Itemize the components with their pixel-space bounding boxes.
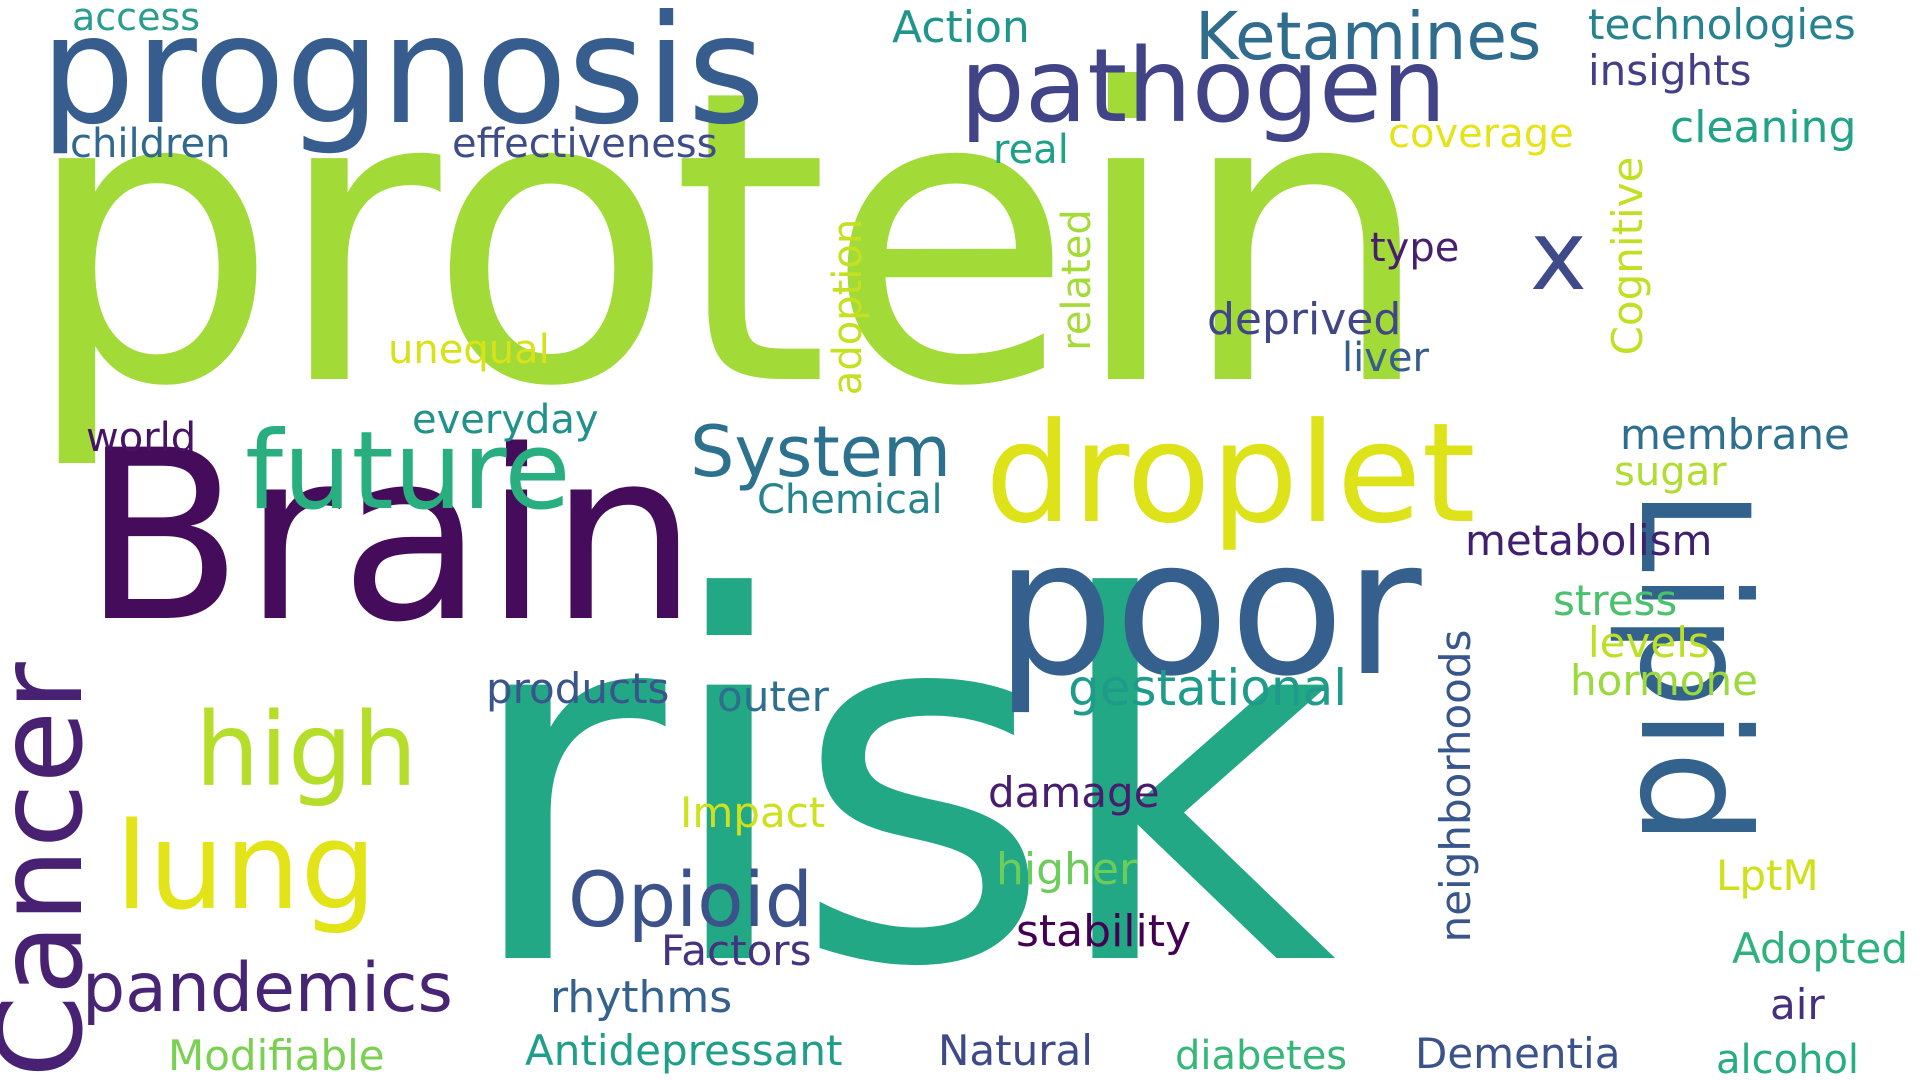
word-lptm: LptM <box>1716 851 1819 900</box>
word-stress: stress <box>1553 576 1678 625</box>
word-children: children <box>70 121 231 167</box>
word-products: products <box>486 664 670 713</box>
word-ketamines: Ketamines <box>1195 0 1542 75</box>
word-poor: poor <box>995 499 1422 718</box>
word-system: System <box>690 411 952 493</box>
word-future: future <box>245 409 571 534</box>
word-action: Action <box>892 2 1030 53</box>
word-access: access <box>72 0 201 39</box>
word-type: type <box>1370 225 1460 271</box>
word-impact: Impact <box>680 788 826 837</box>
word-alcohol: alcohol <box>1716 1037 1860 1080</box>
word-hormone: hormone <box>1570 656 1758 705</box>
word-effectiveness: effectiveness <box>452 121 718 167</box>
word-cleaning: cleaning <box>1670 102 1857 153</box>
word-world: world <box>86 415 197 461</box>
word-deprived: deprived <box>1207 294 1402 345</box>
word-brain: Brain <box>82 401 699 674</box>
word-opioid: Opioid <box>568 855 814 944</box>
word-antidepressant: Antidepressant <box>525 1026 843 1075</box>
word-high: high <box>195 691 418 810</box>
word-related: related <box>1054 209 1100 351</box>
word-stability: stability <box>1016 906 1192 957</box>
word-metabolism: metabolism <box>1465 516 1713 565</box>
word-air: air <box>1770 980 1825 1029</box>
word-protein: protein <box>22 5 1434 475</box>
word-diabetes: diabetes <box>1175 1033 1348 1079</box>
word-everyday: everyday <box>412 397 599 443</box>
word-factors: Factors <box>661 926 812 975</box>
word-chemical: Chemical <box>757 477 943 523</box>
word-outer: outer <box>717 672 829 721</box>
word-pandemics: pandemics <box>82 949 453 1028</box>
word-natural: Natural <box>938 1026 1093 1075</box>
word-insights: insights <box>1588 46 1752 95</box>
word-liver: liver <box>1342 335 1429 381</box>
word-lung: lung <box>115 798 377 937</box>
word-dementia: Dementia <box>1415 1029 1621 1078</box>
word-real: real <box>993 127 1069 173</box>
word-droplet: droplet <box>985 393 1476 554</box>
word-risk: risk <box>460 494 1337 1076</box>
word-adopted: Adopted <box>1732 924 1908 973</box>
word-coverage: coverage <box>1388 111 1574 157</box>
word-technologies: technologies <box>1588 0 1856 49</box>
word-modifiable: Modifiable <box>168 1031 385 1080</box>
word-sugar: sugar <box>1614 449 1727 495</box>
word-unequal: unequal <box>388 327 550 373</box>
word-higher: higher <box>996 844 1138 895</box>
word-gestational: gestational <box>1068 659 1348 717</box>
word-cognitive: Cognitive <box>1603 156 1652 356</box>
word-membrane: membrane <box>1620 410 1850 459</box>
word-damage: damage <box>988 768 1160 817</box>
word-pathogen: pathogen <box>960 27 1447 146</box>
word-levels: levels <box>1588 618 1710 667</box>
word-adoption: adoption <box>825 218 871 396</box>
word-prognosis: prognosis <box>40 0 766 158</box>
word-rhythms: rhythms <box>550 972 733 1023</box>
word-x: x <box>1530 200 1587 312</box>
word-neighborhoods: neighborhoods <box>1431 629 1480 943</box>
